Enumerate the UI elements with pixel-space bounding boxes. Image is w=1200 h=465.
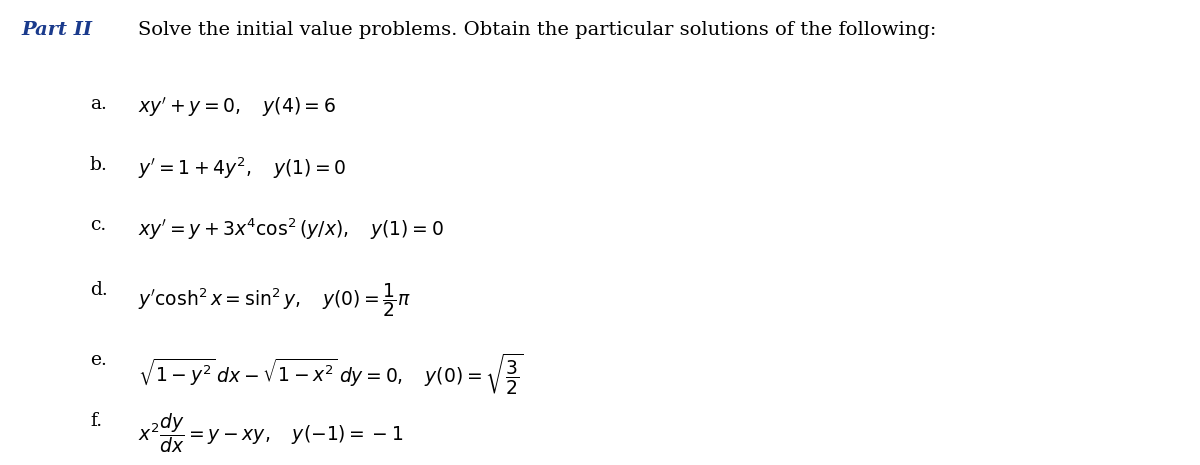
Text: Part II: Part II	[22, 21, 92, 39]
Text: Solve the initial value problems. Obtain the particular solutions of the followi: Solve the initial value problems. Obtain…	[138, 21, 936, 39]
Text: $xy'+y=0,\quad y(4)=6$: $xy'+y=0,\quad y(4)=6$	[138, 95, 336, 120]
Text: g.: g.	[90, 463, 108, 465]
Text: f.: f.	[90, 412, 102, 430]
Text: c.: c.	[90, 216, 107, 234]
Text: b.: b.	[90, 156, 108, 174]
Text: $y'\cosh^2 x=\sin^2 y,\quad y(0)=\dfrac{1}{2}\pi$: $y'\cosh^2 x=\sin^2 y,\quad y(0)=\dfrac{…	[138, 281, 410, 319]
Text: a.: a.	[90, 95, 107, 113]
Text: $xy'=y+3x^4\cos^2(y/x),\quad y(1)=0$: $xy'=y+3x^4\cos^2(y/x),\quad y(1)=0$	[138, 216, 444, 242]
Text: $y'=1+4y^2,\quad y(1)=0$: $y'=1+4y^2,\quad y(1)=0$	[138, 156, 347, 181]
Text: $\dfrac{dy}{dx}=\dfrac{-x}{y},\quad y(0)=2$: $\dfrac{dy}{dx}=\dfrac{-x}{y},\quad y(0)…	[138, 463, 316, 465]
Text: d.: d.	[90, 281, 108, 299]
Text: $\sqrt{1-y^2}\,dx-\sqrt{1-x^2}\,dy=0,\quad y(0)=\sqrt{\dfrac{3}{2}}$: $\sqrt{1-y^2}\,dx-\sqrt{1-x^2}\,dy=0,\qu…	[138, 351, 524, 396]
Text: e.: e.	[90, 351, 107, 369]
Text: $x^2\dfrac{dy}{dx}=y-xy,\quad y(-1)=-1$: $x^2\dfrac{dy}{dx}=y-xy,\quad y(-1)=-1$	[138, 412, 403, 455]
